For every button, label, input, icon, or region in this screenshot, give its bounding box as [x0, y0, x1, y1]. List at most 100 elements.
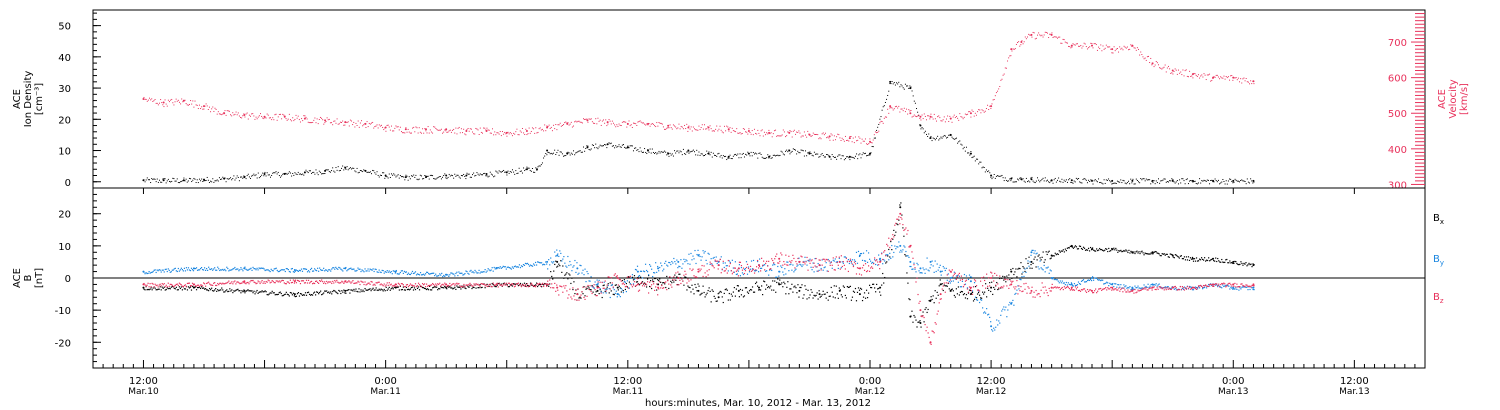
bx-sample	[979, 297, 982, 299]
density-sample	[385, 175, 387, 177]
by-sample	[268, 270, 270, 272]
density-axis-label: ACEIon Density[cm⁻³]	[12, 71, 45, 128]
density-sample	[1210, 179, 1212, 181]
velocity-sample	[1206, 74, 1208, 76]
density-sample	[329, 171, 331, 173]
bz-sample	[208, 281, 210, 283]
bz-sample	[170, 283, 172, 286]
by-sample	[426, 271, 428, 273]
velocity-sample	[345, 121, 347, 123]
bx-sample	[1094, 250, 1096, 252]
bx-sample	[521, 283, 524, 285]
density-point	[687, 149, 690, 152]
bx-sample	[238, 290, 240, 292]
density-sample	[584, 150, 586, 152]
velocity-sample	[554, 128, 556, 130]
velocity-sample	[1123, 45, 1125, 47]
velocity-sample	[474, 133, 476, 135]
velocity-sample	[1236, 79, 1238, 81]
bx-sample	[527, 285, 530, 287]
bx-sample	[388, 286, 390, 289]
velocity-sample	[347, 121, 349, 123]
velocity-sample	[1069, 46, 1071, 48]
bz-sample	[275, 280, 277, 282]
bz-sample	[482, 283, 484, 285]
by-sample	[1018, 288, 1020, 290]
velocity-sample	[563, 124, 565, 126]
velocity-sample	[424, 128, 426, 130]
by-sample	[943, 267, 945, 269]
by-sample	[163, 271, 165, 273]
bx-sample	[327, 292, 329, 294]
bz-sample	[227, 281, 229, 283]
by-sample	[1221, 287, 1223, 289]
bx-sample	[557, 265, 559, 267]
density-sample	[753, 153, 755, 155]
bx-sample	[458, 286, 460, 288]
by-sample	[968, 274, 971, 276]
density-sample	[637, 149, 639, 151]
density-sample	[625, 147, 627, 149]
by-sample	[519, 267, 522, 269]
density-sample	[1110, 181, 1112, 183]
bz-sample	[336, 279, 338, 281]
by-sample	[1156, 285, 1158, 287]
bx-sample	[973, 298, 976, 300]
by-sample	[525, 263, 528, 265]
bx-sample	[211, 287, 213, 289]
by-sample	[894, 245, 896, 247]
density-sample	[1105, 179, 1107, 181]
velocity-sample	[924, 115, 926, 117]
density-sample	[241, 176, 243, 178]
bz-sample	[242, 281, 244, 283]
by-sample	[811, 269, 813, 271]
velocity-sample	[898, 105, 900, 107]
by-sample	[366, 270, 368, 272]
by-sample	[404, 271, 407, 273]
density-sample	[328, 171, 330, 173]
by-sample	[451, 272, 453, 274]
density-sample	[983, 167, 985, 169]
bx-sample	[196, 287, 199, 289]
velocity-sample	[529, 132, 531, 134]
bx-sample	[1135, 251, 1137, 253]
bx-sample	[506, 284, 508, 286]
density-sample	[514, 173, 516, 175]
by-sample	[580, 265, 582, 267]
by-sample	[1203, 287, 1205, 289]
velocity-sample	[908, 109, 910, 111]
by-sample	[480, 271, 482, 273]
density-sample	[564, 155, 566, 157]
velocity-sample	[920, 119, 922, 121]
bz-sample	[290, 282, 292, 284]
density-point	[182, 179, 185, 182]
density-sample	[681, 154, 683, 156]
density-sample	[303, 174, 305, 176]
velocity-sample	[275, 113, 277, 115]
velocity-sample	[382, 126, 384, 128]
velocity-sample	[254, 118, 256, 120]
velocity-sample	[762, 135, 764, 137]
velocity-sample	[193, 106, 195, 108]
bx-sample	[235, 289, 237, 291]
by-sample	[535, 264, 538, 266]
by-sample	[815, 266, 817, 268]
by-sample	[1192, 289, 1195, 291]
density-sample	[1040, 180, 1042, 182]
velocity-sample	[243, 113, 245, 115]
velocity-sample	[729, 127, 731, 129]
bz-sample	[370, 280, 372, 283]
velocity-sample	[788, 131, 790, 133]
by-sample	[879, 259, 881, 261]
density-sample	[998, 175, 1000, 177]
velocity-sample	[751, 130, 753, 132]
velocity-sample	[799, 132, 801, 134]
by-sample	[700, 259, 702, 261]
density-sample	[1240, 180, 1242, 182]
by-sample	[705, 259, 707, 261]
by-sample	[958, 275, 960, 277]
by-sample	[1136, 287, 1138, 289]
b-tick-label: -20	[55, 338, 71, 349]
bz-sample	[354, 282, 356, 284]
by-sample	[207, 269, 209, 272]
